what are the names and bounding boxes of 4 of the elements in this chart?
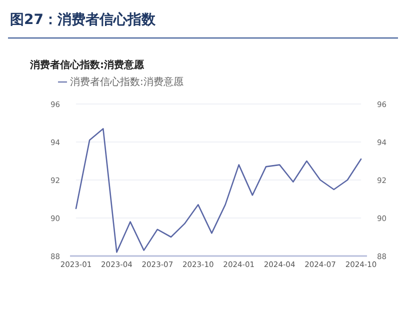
- legend-label: 消费者信心指数:消费意愿: [70, 76, 184, 88]
- chart-title: 图27：消费者信心指数: [10, 11, 156, 28]
- line-series: [75, 128, 362, 253]
- chart-subtitle: 消费者信心指数:消费意愿: [29, 59, 145, 71]
